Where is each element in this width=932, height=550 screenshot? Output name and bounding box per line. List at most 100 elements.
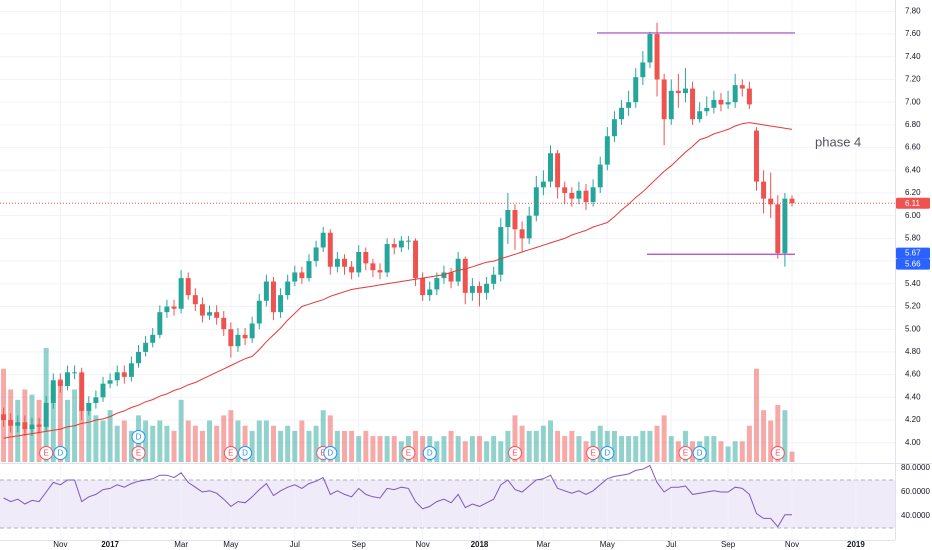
x-tick-label: 2019 xyxy=(847,540,865,549)
x-tick-label: May xyxy=(223,540,238,549)
volume-bar xyxy=(270,425,276,462)
volume-bar xyxy=(754,368,759,462)
event-marker xyxy=(131,446,146,460)
candle-body xyxy=(498,227,504,275)
event-marker xyxy=(401,446,416,460)
volume-bar xyxy=(746,425,752,462)
volume-bar xyxy=(718,441,724,462)
candle-body xyxy=(512,210,518,230)
candle-body xyxy=(192,295,198,305)
event-marker xyxy=(678,446,693,460)
candle-body xyxy=(306,261,312,279)
candle-body xyxy=(171,306,177,309)
volume-bar xyxy=(768,420,774,462)
y-tick-label: 5.80 xyxy=(905,233,921,242)
volume-bar xyxy=(377,436,383,462)
y-tick-label: 7.80 xyxy=(905,6,921,15)
x-tick-label: Mar xyxy=(174,540,188,549)
candle-body xyxy=(782,198,788,254)
volume-bar xyxy=(484,441,490,462)
candle-body xyxy=(93,397,99,403)
volume-bar xyxy=(519,425,525,462)
price-tag-label: 5.66 xyxy=(905,260,921,269)
candle-body xyxy=(164,306,170,313)
volume-bar xyxy=(370,436,376,462)
volume-bar xyxy=(391,436,397,462)
volume-bar xyxy=(491,436,497,462)
x-tick-label: Nov xyxy=(416,540,430,549)
volume-bar xyxy=(93,415,99,462)
candle-body xyxy=(626,102,632,108)
candle-body xyxy=(64,372,70,386)
candle-body xyxy=(448,272,454,282)
candle-body xyxy=(427,289,433,296)
price-tag xyxy=(896,258,930,270)
candle-body xyxy=(526,215,532,239)
x-tick-label: Sep xyxy=(721,540,736,549)
volume-bar xyxy=(455,436,461,462)
volume-bar xyxy=(512,415,518,462)
event-marker xyxy=(507,446,522,460)
volume-bar xyxy=(626,436,632,462)
volume-bar xyxy=(207,420,213,462)
volume-bar xyxy=(128,430,134,462)
candle-body xyxy=(1,414,7,420)
volume-bar xyxy=(242,425,248,462)
annotation: phase 4 xyxy=(815,134,861,149)
candle-body xyxy=(285,281,291,296)
event-label: D xyxy=(604,449,610,458)
volume-bar xyxy=(569,430,575,462)
y-tick-label: 5.20 xyxy=(905,302,921,311)
event-label: D xyxy=(57,449,63,458)
candle-body xyxy=(136,351,141,364)
candle-body xyxy=(207,312,213,316)
candle-body xyxy=(405,240,411,242)
volume-bar xyxy=(263,420,269,462)
volume-bar xyxy=(50,384,56,462)
volume-bar xyxy=(739,441,745,462)
volume-bar xyxy=(256,420,262,462)
candle-body xyxy=(384,244,390,273)
candle-body xyxy=(320,232,326,248)
volume-bar xyxy=(278,430,284,462)
price-tag-label: 5.67 xyxy=(905,249,921,258)
event-label: E xyxy=(136,449,141,458)
y-tick-label: 5.40 xyxy=(905,279,921,288)
candle-body xyxy=(476,286,482,293)
volume-bar xyxy=(221,415,227,462)
volume-bar xyxy=(597,425,603,462)
volume-bar xyxy=(121,420,127,462)
candle-body xyxy=(754,130,759,182)
volume-bar xyxy=(285,425,291,462)
event-label: D xyxy=(136,433,142,442)
candle-body xyxy=(604,136,610,165)
candle-body xyxy=(356,252,362,273)
price-tag-label: 6.11 xyxy=(905,199,921,208)
candle-body xyxy=(228,329,234,347)
volume-bar xyxy=(611,430,617,462)
x-tick-label: May xyxy=(600,540,615,549)
candle-body xyxy=(313,247,319,262)
volume-bar xyxy=(476,436,482,462)
y-tick-label: 7.60 xyxy=(905,29,921,38)
volume-bar xyxy=(413,430,419,462)
candle-body xyxy=(647,34,653,63)
y-tick-label: 4.80 xyxy=(905,347,921,356)
volume-bar xyxy=(498,441,504,462)
y-tick-label: 4.00 xyxy=(905,438,921,447)
candle-body xyxy=(72,372,78,374)
volume-bar xyxy=(711,436,717,462)
volume-bar xyxy=(462,441,468,462)
volume-bar xyxy=(704,436,710,462)
candle-body xyxy=(178,278,184,309)
event-label: E xyxy=(590,449,595,458)
event-label: D xyxy=(427,449,433,458)
x-tick-label: Nov xyxy=(785,540,799,549)
volume-bar xyxy=(441,436,447,462)
volume-bar xyxy=(363,430,369,462)
volume-bar xyxy=(86,410,92,462)
event-label: E xyxy=(406,449,411,458)
candle-body xyxy=(334,258,340,267)
volume-bar xyxy=(157,420,163,462)
volume-bar xyxy=(647,430,653,462)
